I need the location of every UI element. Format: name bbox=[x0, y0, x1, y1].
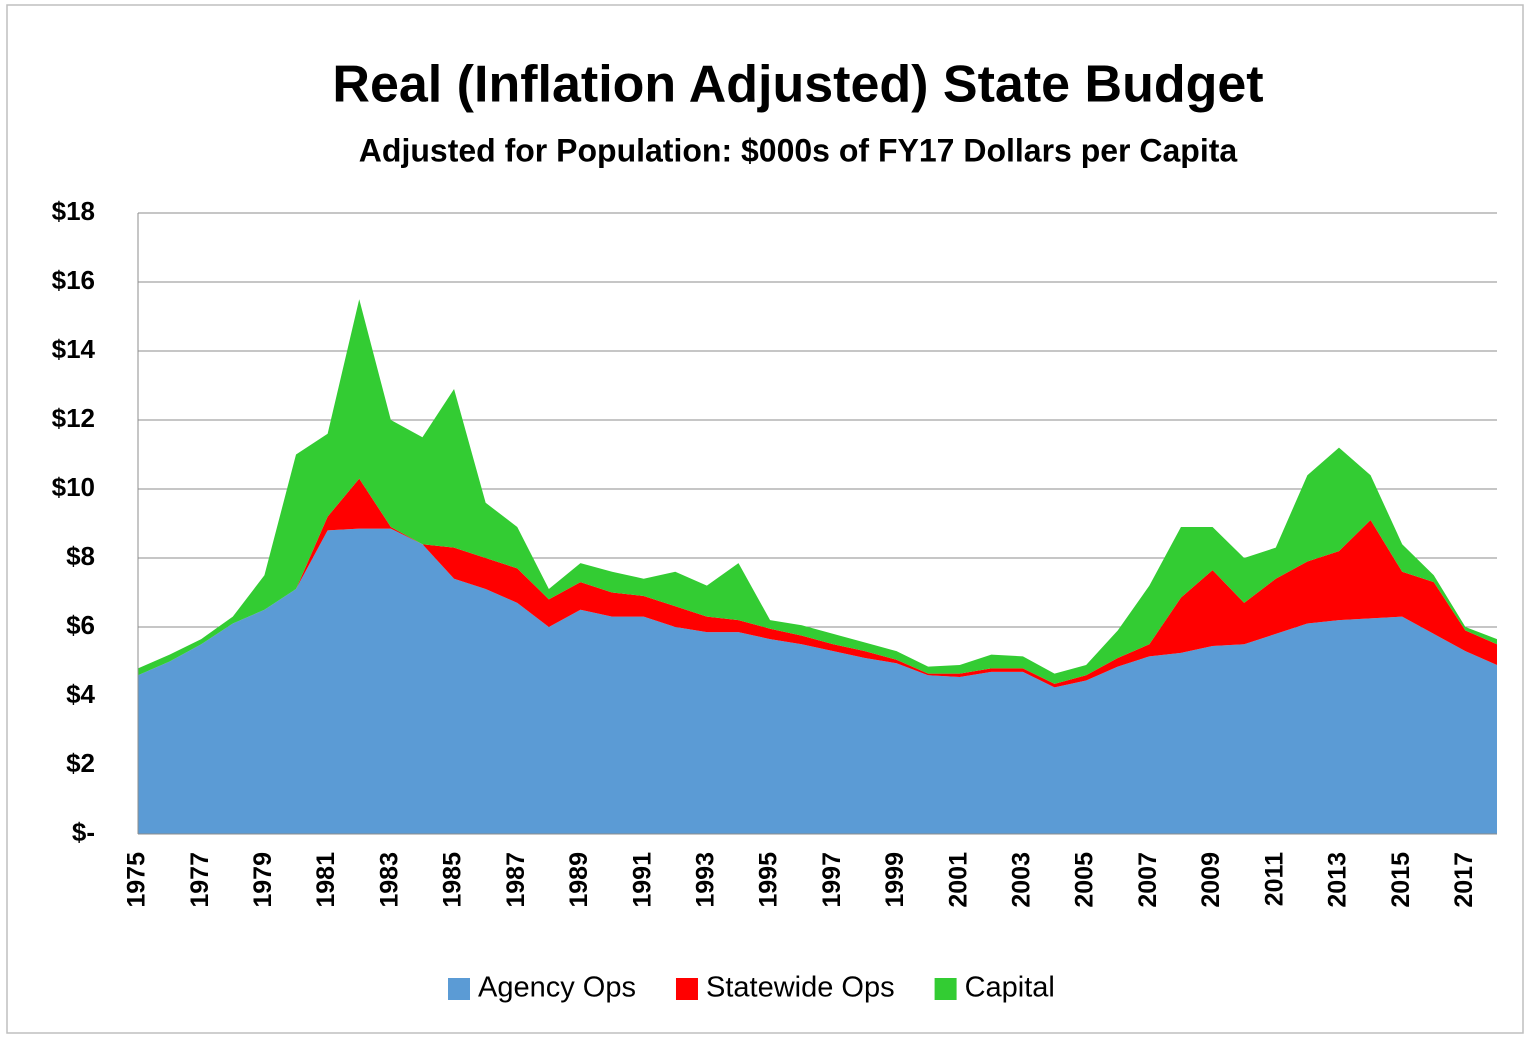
area bbox=[138, 478, 1497, 688]
y-tick-label: $10 bbox=[52, 472, 95, 502]
chart-title: Real (Inflation Adjusted) State Budget bbox=[332, 56, 1263, 114]
legend-swatch bbox=[934, 978, 957, 1000]
y-tick-label: $2 bbox=[66, 748, 95, 778]
legend: Agency Ops Statewide Ops Capital bbox=[448, 972, 1055, 1004]
legend-label: Agency Ops bbox=[478, 972, 636, 1004]
x-tick-label: 2009 bbox=[1197, 852, 1225, 908]
x-tick-label: 1977 bbox=[186, 852, 214, 908]
x-tick-label: 1975 bbox=[123, 852, 151, 908]
chart-frame bbox=[6, 4, 1524, 1034]
x-tick-label: 1997 bbox=[818, 852, 846, 908]
x-tick-label: 1987 bbox=[502, 852, 530, 908]
y-tick-label: $8 bbox=[66, 541, 95, 571]
area bbox=[138, 299, 1497, 684]
y-tick-label: $12 bbox=[52, 403, 95, 433]
legend-label: Capital bbox=[965, 972, 1055, 1004]
x-tick-label: 2001 bbox=[944, 852, 972, 908]
x-tick-label: 1979 bbox=[249, 852, 277, 908]
legend-swatch bbox=[675, 978, 698, 1000]
y-tick-label: $14 bbox=[52, 334, 96, 364]
y-tick-label: $16 bbox=[52, 265, 95, 295]
x-tick-label: 1989 bbox=[565, 852, 593, 908]
x-tick-label: 2017 bbox=[1450, 852, 1478, 908]
x-tick-label: 1985 bbox=[439, 852, 467, 908]
x-tick-label: 2003 bbox=[1008, 852, 1036, 908]
x-tick-label: 2005 bbox=[1071, 852, 1099, 908]
x-tick-label: 2015 bbox=[1387, 852, 1415, 908]
chart-subtitle: Adjusted for Population: $000s of FY17 D… bbox=[359, 132, 1238, 168]
x-tick-label: 1999 bbox=[881, 852, 909, 908]
area bbox=[138, 528, 1497, 834]
x-tick-label: 1991 bbox=[628, 852, 656, 908]
x-tick-label: 1983 bbox=[375, 852, 403, 908]
y-tick-label: $18 bbox=[52, 196, 95, 226]
y-tick-label: $- bbox=[72, 817, 95, 847]
y-tick-label: $4 bbox=[66, 679, 95, 709]
x-tick-label: 2007 bbox=[1134, 852, 1162, 908]
legend-swatch bbox=[448, 978, 470, 1000]
legend-label: Statewide Ops bbox=[706, 972, 895, 1004]
x-tick-label: 2011 bbox=[1260, 852, 1288, 906]
x-tick-label: 1995 bbox=[755, 852, 783, 908]
x-tick-label: 1993 bbox=[691, 852, 719, 908]
y-tick-label: $6 bbox=[66, 610, 95, 640]
x-tick-label: 1981 bbox=[312, 852, 340, 908]
x-tick-label: 2013 bbox=[1324, 852, 1352, 908]
